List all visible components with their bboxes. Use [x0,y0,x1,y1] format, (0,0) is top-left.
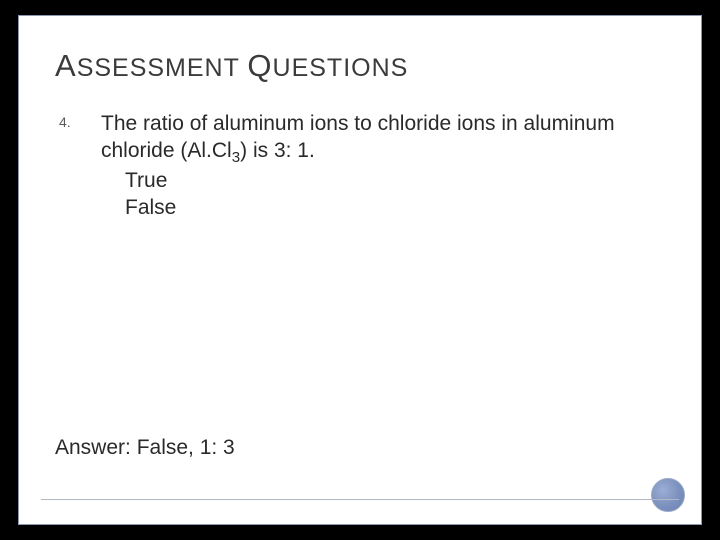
option-false: False [125,194,665,221]
question-body: The ratio of aluminum ions to chloride i… [101,110,665,221]
title-cap-1: A [55,48,77,83]
title-rest-2: UESTIONS [273,54,409,82]
title-cap-2: Q [247,48,272,83]
question-block: 4. The ratio of aluminum ions to chlorid… [59,110,665,221]
answer-text: Answer: False, 1: 3 [55,436,235,460]
question-text: The ratio of aluminum ions to chloride i… [101,110,665,165]
sphere-icon [651,478,685,512]
question-subscript: 3 [232,149,240,166]
option-true: True [125,167,665,194]
title-rest-1: SSESSMENT [77,54,240,82]
slide: ASSESSMENT QUESTIONS 4. The ratio of alu… [18,15,702,525]
slide-title: ASSESSMENT QUESTIONS [55,48,665,84]
question-number: 4. [59,110,77,130]
question-text-pre: The ratio of aluminum ions to chloride i… [101,112,615,162]
question-text-post: ) is 3: 1. [240,139,315,162]
